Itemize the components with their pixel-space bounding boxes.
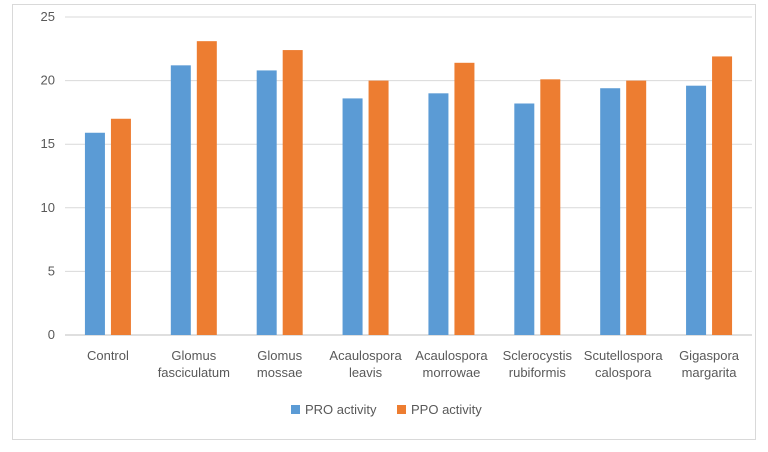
y-tick-label: 5 — [48, 263, 55, 278]
y-tick-label: 10 — [41, 200, 55, 215]
y-tick-label: 20 — [41, 73, 55, 88]
bar-ppo-activity — [454, 62, 475, 336]
x-tick-label: Glomus mossae — [257, 348, 303, 380]
bar-ppo-activity — [712, 56, 733, 335]
legend-swatch — [397, 405, 406, 414]
bar-pro-activity — [428, 93, 449, 335]
bar-ppo-activity — [368, 80, 389, 335]
bar-ppo-activity — [540, 79, 561, 335]
x-tick-label: Acaulospora leavis — [329, 348, 402, 380]
grid-lines — [65, 16, 752, 336]
legend-swatch — [291, 405, 300, 414]
bar-ppo-activity — [196, 41, 217, 335]
bar-pro-activity — [686, 85, 707, 335]
bar-ppo-activity — [110, 118, 131, 335]
x-tick-label: Control — [87, 348, 129, 363]
legend-label: PRO activity — [305, 402, 377, 417]
legend-label: PPO activity — [411, 402, 482, 417]
y-tick-label: 15 — [41, 136, 55, 151]
bar-pro-activity — [84, 132, 105, 335]
x-axis-ticks: Control Glomus fasciculatum Glomus mossae Aca… — [87, 348, 740, 380]
x-tick-label: Acaulospora morrowae — [415, 348, 488, 380]
bar-pro-activity — [514, 103, 535, 335]
bar-pro-activity — [600, 88, 621, 336]
x-tick-label: Glomus fasciculatum — [158, 348, 230, 380]
x-tick-label: Sclerocystis rubiformis — [503, 348, 573, 380]
legend: PRO activity PPO activity — [291, 402, 482, 417]
x-tick-label: Gigaspora margarita — [679, 348, 740, 380]
bar-ppo-activity — [626, 80, 647, 335]
bars — [84, 41, 733, 336]
y-tick-label: 0 — [48, 327, 55, 342]
bar-pro-activity — [342, 98, 363, 336]
bar-pro-activity — [256, 70, 277, 335]
y-axis-ticks: 0 5 10 15 20 25 — [41, 9, 55, 342]
bar-ppo-activity — [282, 50, 303, 336]
bar-pro-activity — [170, 65, 191, 335]
x-tick-label: Scutellospora calospora — [584, 348, 664, 380]
y-tick-label: 25 — [41, 9, 55, 24]
